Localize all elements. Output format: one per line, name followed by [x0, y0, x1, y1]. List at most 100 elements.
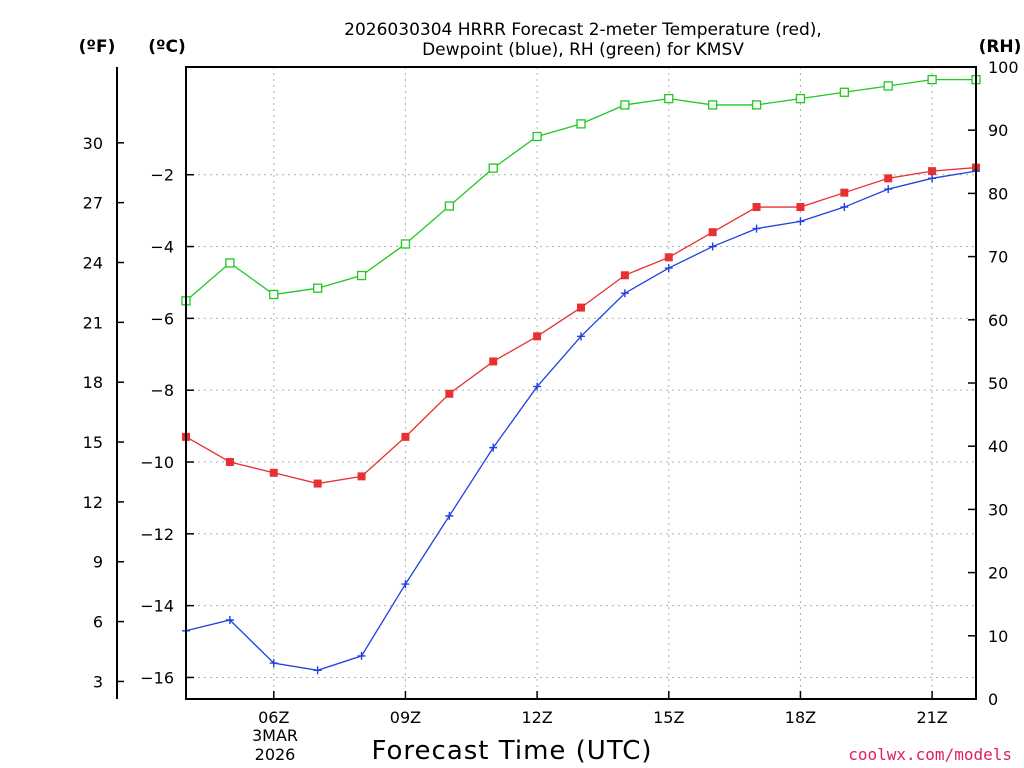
dewpoint-point — [401, 580, 410, 589]
rh-tick-label: 50 — [988, 374, 1008, 393]
dewpoint-line — [185, 170, 977, 671]
temperature-point — [313, 479, 322, 488]
rh-point — [225, 258, 235, 268]
rh-tick-label: 70 — [988, 248, 1008, 267]
celsius-tick-label: −4 — [150, 238, 174, 257]
rh-point — [883, 81, 893, 91]
fahrenheit-tick-label: 18 — [83, 373, 103, 392]
temperature-point — [357, 472, 366, 481]
rh-point — [664, 93, 674, 104]
rh-unit-label: (RH) — [979, 37, 1022, 57]
temperature-point — [752, 203, 761, 212]
rh-point — [839, 87, 849, 97]
rh-tick-label: 20 — [988, 564, 1008, 583]
rh-point — [795, 93, 806, 104]
rh-point — [356, 270, 367, 281]
dewpoint-point — [884, 185, 893, 194]
rh-tick-label: 80 — [988, 184, 1008, 203]
temperature-point — [533, 332, 542, 341]
fahrenheit-tick-label: 15 — [83, 433, 103, 452]
celsius-tick-label: −2 — [150, 166, 174, 185]
series-rh — [181, 74, 981, 306]
rh-point — [708, 100, 718, 110]
fahrenheit-tick-label: 27 — [83, 194, 103, 213]
x-tick-label: 12Z — [521, 708, 552, 727]
dewpoint-point — [313, 666, 322, 675]
dewpoint-point — [840, 203, 849, 212]
dewpoint-point — [357, 651, 366, 660]
fahrenheit-tick-label: 12 — [83, 493, 103, 512]
temperature-point — [620, 271, 629, 280]
fahrenheit-tick-label: 24 — [83, 254, 103, 273]
temperature-point — [664, 253, 673, 262]
dewpoint-point — [664, 264, 673, 273]
dewpoint-point — [928, 174, 937, 183]
rh-tick-label: 100 — [988, 58, 1019, 77]
rh-point — [620, 100, 630, 110]
rh-tick-label: 40 — [988, 437, 1008, 456]
fahrenheit-unit-label: (ºF) — [79, 37, 116, 57]
rh-line — [185, 78, 976, 302]
x-tick-label: 09Z — [390, 708, 421, 727]
rh-tick-label: 30 — [988, 500, 1008, 519]
fahrenheit-tick-label: 6 — [93, 613, 103, 632]
dewpoint-point — [225, 616, 234, 624]
plot-frame — [185, 66, 977, 700]
rh-tick-label: 90 — [988, 121, 1008, 140]
chart-title-line2: Dewpoint (blue), RH (green) for KMSV — [422, 40, 744, 60]
temperature-point — [796, 203, 805, 212]
x-tick-label: 21Z — [916, 708, 947, 727]
dewpoint-point — [269, 659, 278, 668]
dewpoint-point — [620, 289, 629, 298]
celsius-unit-label: (ºC) — [148, 37, 186, 57]
fahrenheit-tick-label: 3 — [93, 672, 103, 691]
x-tick-label: 06Z — [258, 708, 289, 727]
celsius-tick-label: −14 — [140, 597, 174, 616]
x-axis-title: Forecast Time (UTC) — [371, 736, 652, 766]
rh-tick-label: 60 — [988, 311, 1008, 330]
rh-tick-label: 10 — [988, 627, 1008, 646]
rh-point — [269, 289, 279, 300]
dewpoint-point — [577, 332, 585, 341]
dewpoint-point — [708, 242, 717, 251]
celsius-tick-label: −16 — [140, 668, 174, 687]
x-tick-label: 15Z — [653, 708, 684, 727]
temperature-point — [269, 468, 278, 477]
rh-point — [444, 201, 454, 211]
rh-point — [488, 163, 498, 173]
fahrenheit-tick-label: 21 — [83, 313, 103, 332]
temperature-line — [185, 166, 977, 485]
fahrenheit-tick-label: 9 — [93, 553, 103, 572]
temperature-point — [401, 432, 410, 441]
rh-point — [313, 283, 323, 293]
grid-lines — [186, 67, 976, 699]
chart-title-line1: 2026030304 HRRR Forecast 2-meter Tempera… — [344, 20, 822, 40]
date-label-year: 2026 — [255, 745, 296, 764]
series-dewpoint — [182, 167, 980, 675]
dewpoint-point — [489, 443, 498, 452]
dewpoint-point — [533, 382, 542, 391]
dewpoint-point — [796, 217, 805, 226]
temperature-point — [577, 303, 585, 312]
fahrenheit-tick-label: 30 — [83, 134, 103, 153]
date-label-day: 3MAR — [252, 726, 298, 745]
celsius-tick-label: −6 — [150, 309, 174, 328]
temperature-point — [928, 167, 937, 176]
rh-tick-label: 0 — [988, 690, 998, 709]
temperature-point — [884, 174, 893, 183]
rh-point — [400, 239, 411, 249]
temperature-point — [708, 228, 717, 237]
temperature-point — [445, 389, 454, 398]
tick-labels: 30 27 24 21 18 15 12 9 6 3 −2 −4 −6 −8 −10 −12 −14 −16 0 10… — [83, 58, 1019, 727]
celsius-tick-label: −12 — [140, 525, 174, 544]
series-temperature — [182, 163, 980, 488]
rh-point — [927, 74, 937, 85]
rh-point — [751, 100, 762, 110]
dewpoint-point — [752, 224, 761, 233]
celsius-tick-label: −10 — [140, 453, 174, 472]
rh-point — [532, 131, 542, 142]
rh-point — [576, 119, 586, 129]
data-series — [181, 74, 981, 675]
temperature-point — [225, 458, 234, 466]
